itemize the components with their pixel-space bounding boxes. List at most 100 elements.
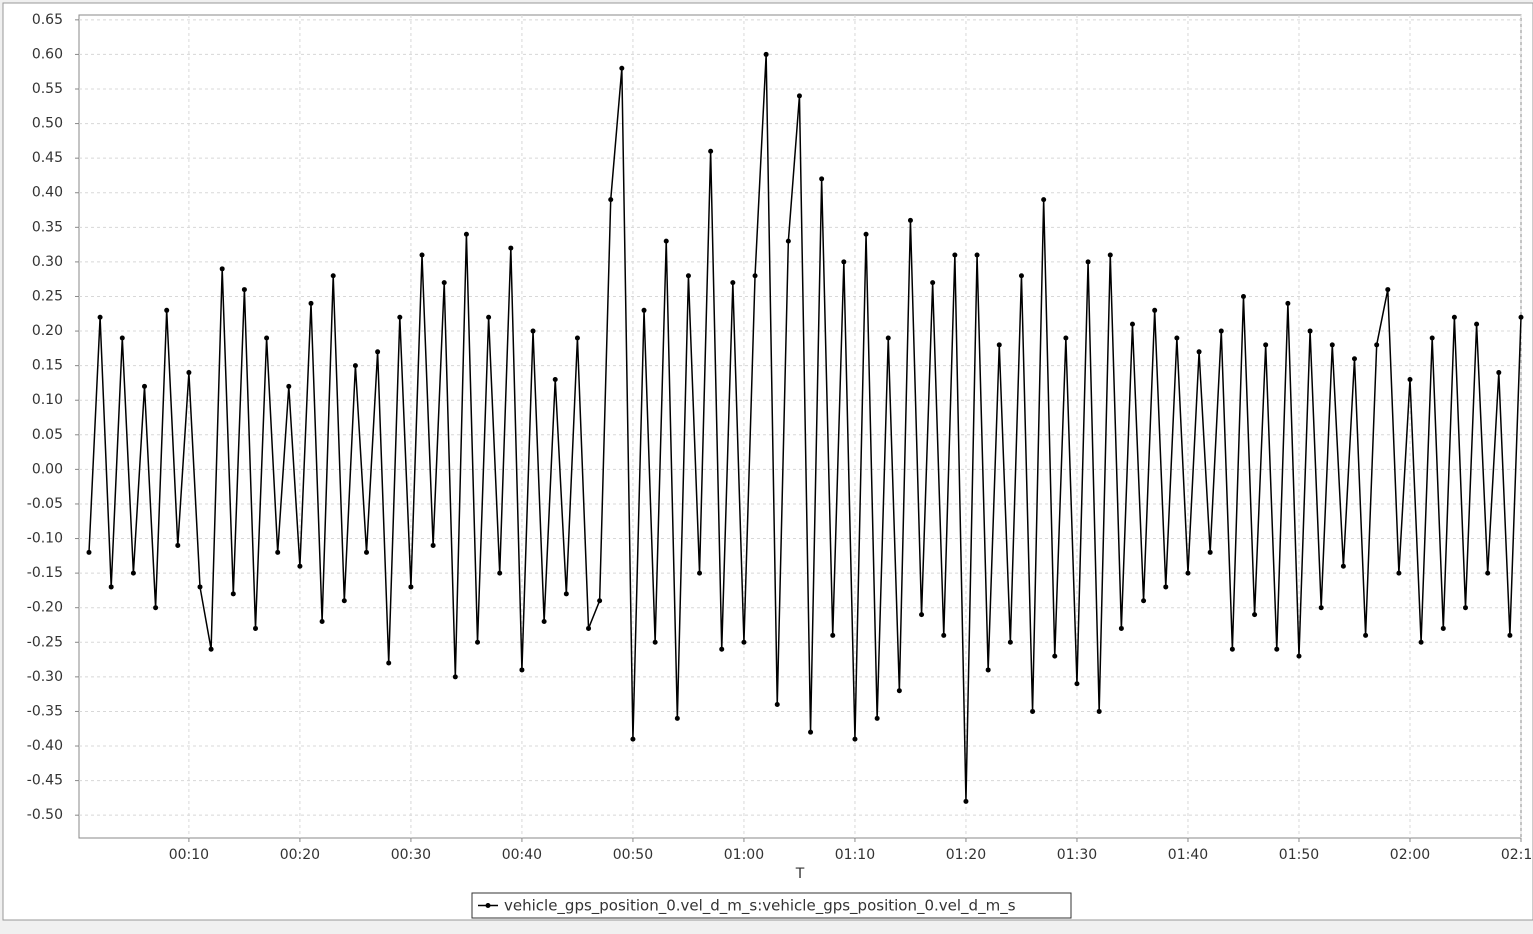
- point: [386, 660, 392, 666]
- legend-label: vehicle_gps_position_0.vel_d_m_s:vehicle…: [504, 897, 1016, 916]
- point: [175, 542, 181, 548]
- point: [1407, 376, 1413, 382]
- point: [1329, 342, 1335, 348]
- y-tick-label: 0.05: [32, 427, 63, 443]
- point: [341, 598, 347, 604]
- point: [230, 591, 236, 597]
- point: [1340, 563, 1346, 569]
- point: [541, 619, 547, 625]
- point: [1240, 293, 1246, 299]
- point: [1129, 321, 1135, 327]
- point: [619, 65, 625, 71]
- y-tick-label: 0.40: [32, 185, 63, 201]
- point: [141, 383, 147, 389]
- point: [852, 736, 858, 742]
- point: [874, 715, 880, 721]
- y-tick-label: 0.60: [32, 46, 63, 62]
- point: [1363, 632, 1369, 638]
- point: [253, 625, 259, 631]
- point: [108, 584, 114, 590]
- x-tick-label: 00:10: [169, 847, 209, 863]
- point: [397, 314, 403, 320]
- y-tick-label: -0.50: [27, 807, 63, 823]
- point: [563, 591, 569, 597]
- x-axis-label: T: [795, 866, 805, 882]
- point: [186, 370, 192, 376]
- point: [153, 605, 159, 611]
- point: [641, 307, 647, 313]
- point: [1007, 639, 1013, 645]
- point: [1141, 598, 1147, 604]
- point: [608, 197, 614, 203]
- y-tick-label: 0.10: [32, 392, 63, 408]
- y-tick-label: 0.65: [32, 12, 63, 28]
- x-tick-label: 00:50: [613, 847, 653, 863]
- y-tick-label: -0.20: [27, 600, 63, 616]
- point: [475, 639, 481, 645]
- point: [119, 335, 125, 341]
- point: [1085, 259, 1091, 265]
- point: [197, 584, 203, 590]
- point: [830, 632, 836, 638]
- point: [630, 736, 636, 742]
- point: [885, 335, 891, 341]
- point: [1163, 584, 1169, 590]
- x-tick-label: 01:10: [835, 847, 875, 863]
- x-tick-label: 01:30: [1057, 847, 1097, 863]
- point: [952, 252, 958, 258]
- point: [308, 300, 314, 306]
- x-tick-label: 01:40: [1168, 847, 1208, 863]
- point: [508, 245, 514, 251]
- point: [1474, 321, 1480, 327]
- point: [1285, 300, 1291, 306]
- point: [330, 273, 336, 279]
- point: [1252, 612, 1258, 618]
- point: [996, 342, 1002, 348]
- point: [1185, 570, 1191, 576]
- point: [785, 238, 791, 244]
- y-tick-label: -0.45: [27, 773, 63, 789]
- point: [297, 563, 303, 569]
- point: [1174, 335, 1180, 341]
- point: [1307, 328, 1313, 334]
- point: [463, 231, 469, 237]
- point: [1485, 570, 1491, 576]
- point: [841, 259, 847, 265]
- point: [808, 729, 814, 735]
- point: [719, 646, 725, 652]
- point: [730, 280, 736, 286]
- point: [1440, 625, 1446, 631]
- point: [586, 625, 592, 631]
- point: [1496, 370, 1502, 376]
- point: [219, 266, 225, 272]
- point: [1074, 681, 1080, 687]
- point: [708, 148, 714, 154]
- point: [441, 280, 447, 286]
- point: [1396, 570, 1402, 576]
- point: [1318, 605, 1324, 611]
- point: [86, 549, 92, 555]
- y-tick-label: -0.10: [27, 531, 63, 547]
- point: [419, 252, 425, 258]
- point: [1063, 335, 1069, 341]
- x-tick-label: 01:20: [946, 847, 986, 863]
- point: [752, 273, 758, 279]
- y-tick-label: 0.00: [32, 461, 63, 477]
- point: [985, 667, 991, 673]
- y-tick-label: 0.20: [32, 323, 63, 339]
- point: [1096, 708, 1102, 714]
- point: [497, 570, 503, 576]
- point: [164, 307, 170, 313]
- point: [685, 273, 691, 279]
- point: [1041, 197, 1047, 203]
- point: [763, 51, 769, 57]
- x-tick-label: 00:20: [280, 847, 320, 863]
- point: [896, 688, 902, 694]
- x-tick-label: 00:30: [391, 847, 431, 863]
- point: [1351, 356, 1357, 362]
- point: [1462, 605, 1468, 611]
- point: [1052, 653, 1058, 659]
- point: [1418, 639, 1424, 645]
- point: [286, 383, 292, 389]
